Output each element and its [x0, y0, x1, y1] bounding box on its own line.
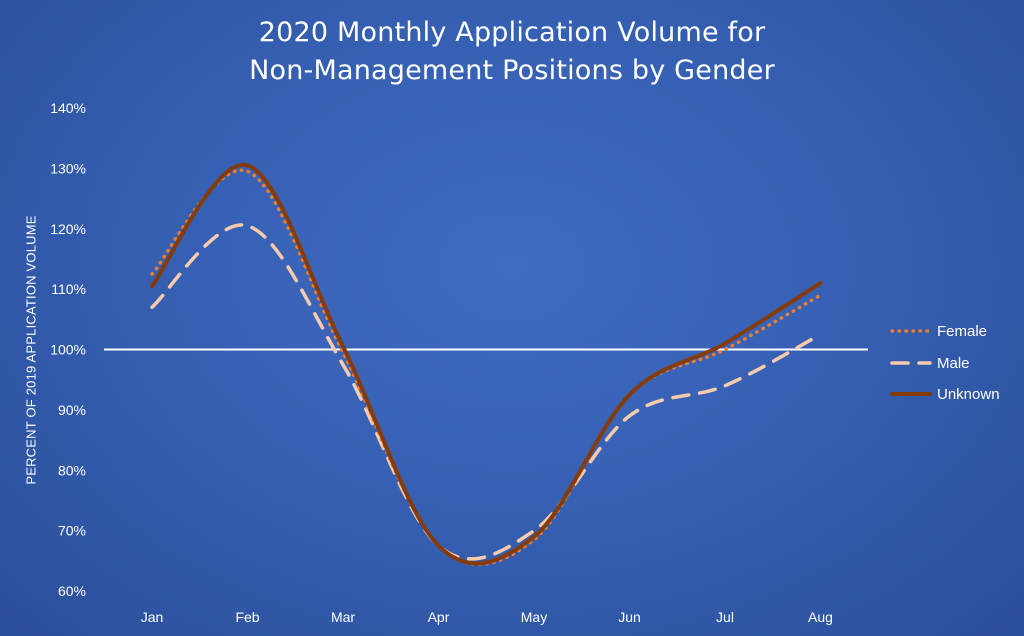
y-tick-label: 140% — [50, 100, 86, 116]
y-tick-label: 80% — [58, 462, 86, 478]
x-tick-label: Mar — [331, 609, 355, 625]
series-line-male — [150, 223, 823, 561]
y-tick-label: 60% — [58, 583, 86, 599]
y-tick-label: 90% — [58, 402, 86, 418]
x-tick-label: Aug — [808, 609, 833, 625]
y-tick-label: 110% — [51, 281, 86, 297]
y-tick-label: 120% — [50, 221, 86, 237]
chart-title-line-1: 2020 Monthly Application Volume for — [258, 17, 766, 48]
x-tick-label: Apr — [428, 609, 450, 625]
x-tick-label: Jun — [618, 609, 641, 625]
x-tick-label: Jan — [141, 609, 164, 625]
legend-label-female: Female — [937, 323, 987, 340]
y-tick-label: 130% — [50, 160, 86, 176]
legend-label-male: Male — [937, 355, 970, 372]
x-tick-label: Jul — [716, 609, 734, 625]
series-line-unknown — [150, 162, 823, 566]
chart-title-line-2: Non-Management Positions by Gender — [249, 55, 775, 86]
y-tick-label: 70% — [58, 523, 86, 539]
legend-label-unknown: Unknown — [937, 386, 1000, 403]
y-tick-label: 100% — [50, 342, 86, 358]
x-tick-label: Feb — [235, 609, 259, 625]
x-tick-label: May — [521, 609, 547, 625]
